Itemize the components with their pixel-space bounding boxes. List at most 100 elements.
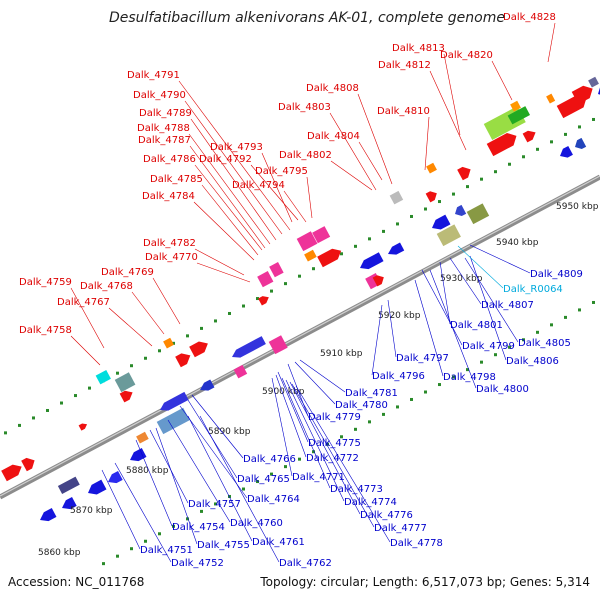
gene-arrow-shape bbox=[388, 242, 405, 255]
tick-dot bbox=[298, 457, 301, 461]
gene-arrow-shape bbox=[360, 252, 384, 270]
reverse-label-leader bbox=[387, 299, 397, 358]
reverse-gene-label: Dalk_4762 bbox=[279, 558, 332, 569]
tick-dot bbox=[256, 297, 259, 301]
forward-gene-arrow bbox=[425, 191, 437, 203]
tick-dot bbox=[592, 300, 595, 304]
forward-gene-arrow bbox=[119, 390, 133, 403]
forward-gene-arrow bbox=[21, 457, 35, 472]
gene-block-shape bbox=[233, 364, 248, 379]
rna-gene-label: Dalk_R0064 bbox=[503, 284, 563, 295]
reverse-label-leader bbox=[277, 371, 309, 443]
gene-arrow-shape bbox=[258, 296, 269, 306]
gene-block bbox=[114, 372, 136, 393]
tick-dot bbox=[158, 349, 161, 353]
tick-dot bbox=[340, 252, 343, 256]
forward-gene-arrow bbox=[372, 275, 384, 287]
gene-block bbox=[296, 231, 318, 252]
tick-dot bbox=[424, 207, 427, 211]
gene-block bbox=[163, 337, 174, 349]
reverse-label-leader bbox=[414, 279, 444, 377]
reverse-gene-arrow bbox=[432, 214, 451, 230]
reverse-label-leader bbox=[275, 374, 307, 458]
forward-label-leader bbox=[196, 262, 251, 283]
reverse-gene-label: Dalk_4800 bbox=[476, 384, 529, 395]
tick-dot bbox=[214, 502, 217, 506]
forward-label-leader bbox=[190, 118, 277, 241]
reverse-gene-label: Dalk_4781 bbox=[345, 388, 398, 399]
gene-arrow-shape bbox=[130, 448, 147, 462]
forward-label-leader bbox=[131, 291, 165, 335]
reverse-gene-arrow bbox=[160, 391, 189, 411]
tick-dot bbox=[410, 214, 413, 218]
forward-gene-arrow bbox=[457, 166, 471, 181]
reverse-label-leader bbox=[371, 304, 383, 376]
reverse-gene-arrow bbox=[62, 497, 77, 510]
reverse-gene-arrow bbox=[388, 242, 405, 255]
forward-gene-label: Dalk_4802 bbox=[279, 150, 332, 161]
reverse-gene-label: Dalk_4775 bbox=[308, 438, 361, 449]
forward-label-leader bbox=[424, 116, 430, 171]
scale-label: 5940 kbp bbox=[496, 238, 539, 248]
tick-dot bbox=[74, 394, 77, 398]
tick-dot bbox=[452, 375, 455, 379]
reverse-label-leader bbox=[101, 469, 141, 550]
gene-block bbox=[156, 407, 190, 435]
gene-arrow-shape bbox=[88, 479, 107, 495]
reverse-gene-arrow bbox=[88, 479, 107, 495]
gene-block-shape bbox=[257, 271, 274, 288]
rna-label-leader bbox=[457, 245, 504, 289]
reverse-gene-label: Dalk_4809 bbox=[530, 269, 583, 280]
gene-block-shape bbox=[269, 262, 284, 278]
forward-gene-arrow bbox=[78, 423, 88, 431]
gene-block bbox=[389, 190, 404, 205]
reverse-label-leader bbox=[294, 361, 336, 405]
scale-label: 5900 kbp bbox=[262, 387, 305, 397]
tick-dot bbox=[508, 162, 511, 166]
reverse-label-leader bbox=[449, 257, 482, 305]
forward-label-leader bbox=[70, 335, 101, 366]
reverse-label-leader bbox=[439, 261, 451, 325]
reverse-label-leader bbox=[295, 385, 391, 543]
tick-dot bbox=[32, 416, 35, 420]
gene-block bbox=[304, 249, 317, 262]
reverse-gene-arrow bbox=[108, 471, 123, 484]
tick-dot bbox=[438, 383, 441, 387]
tick-dot bbox=[396, 222, 399, 226]
reverse-gene-label: Dalk_4776 bbox=[360, 510, 413, 521]
tick-dot bbox=[480, 177, 483, 181]
forward-gene-label: Dalk_4769 bbox=[101, 267, 154, 278]
scale-label: 5890 kbp bbox=[208, 427, 251, 437]
reverse-label-leader bbox=[421, 269, 463, 346]
reverse-gene-label: Dalk_4772 bbox=[306, 453, 359, 464]
gene-arrow-shape bbox=[522, 130, 536, 143]
forward-label-leader bbox=[194, 164, 263, 251]
gene-block-shape bbox=[436, 224, 461, 247]
tick-dot bbox=[46, 408, 49, 412]
reverse-label-leader bbox=[191, 394, 244, 459]
gene-arrow-shape bbox=[432, 214, 451, 230]
gene-block bbox=[233, 364, 248, 379]
reverse-gene-label: Dalk_4757 bbox=[188, 499, 241, 510]
reverse-gene-arrow bbox=[598, 84, 600, 97]
gene-block-shape bbox=[389, 190, 404, 205]
forward-gene-label: Dalk_4792 bbox=[199, 154, 252, 165]
tick-dot bbox=[172, 524, 175, 528]
reverse-label-leader bbox=[187, 415, 253, 542]
gene-block bbox=[466, 203, 490, 225]
reverse-label-leader bbox=[281, 377, 331, 489]
tick-dot bbox=[550, 140, 553, 144]
forward-gene-label: Dalk_4758 bbox=[19, 325, 72, 336]
forward-label-leader bbox=[194, 248, 245, 276]
tick-dot bbox=[172, 341, 175, 345]
forward-gene-label: Dalk_4788 bbox=[137, 123, 190, 134]
tick-dot bbox=[312, 450, 315, 454]
tick-dot bbox=[382, 229, 385, 233]
forward-gene-arrow bbox=[486, 133, 517, 157]
forward-gene-arrow bbox=[522, 130, 536, 143]
tick-dot bbox=[116, 554, 119, 558]
map-title: Desulfatibacillum alkenivorans AK-01, co… bbox=[108, 10, 505, 26]
forward-gene-label: Dalk_4759 bbox=[19, 277, 72, 288]
tick-dot bbox=[200, 509, 203, 513]
